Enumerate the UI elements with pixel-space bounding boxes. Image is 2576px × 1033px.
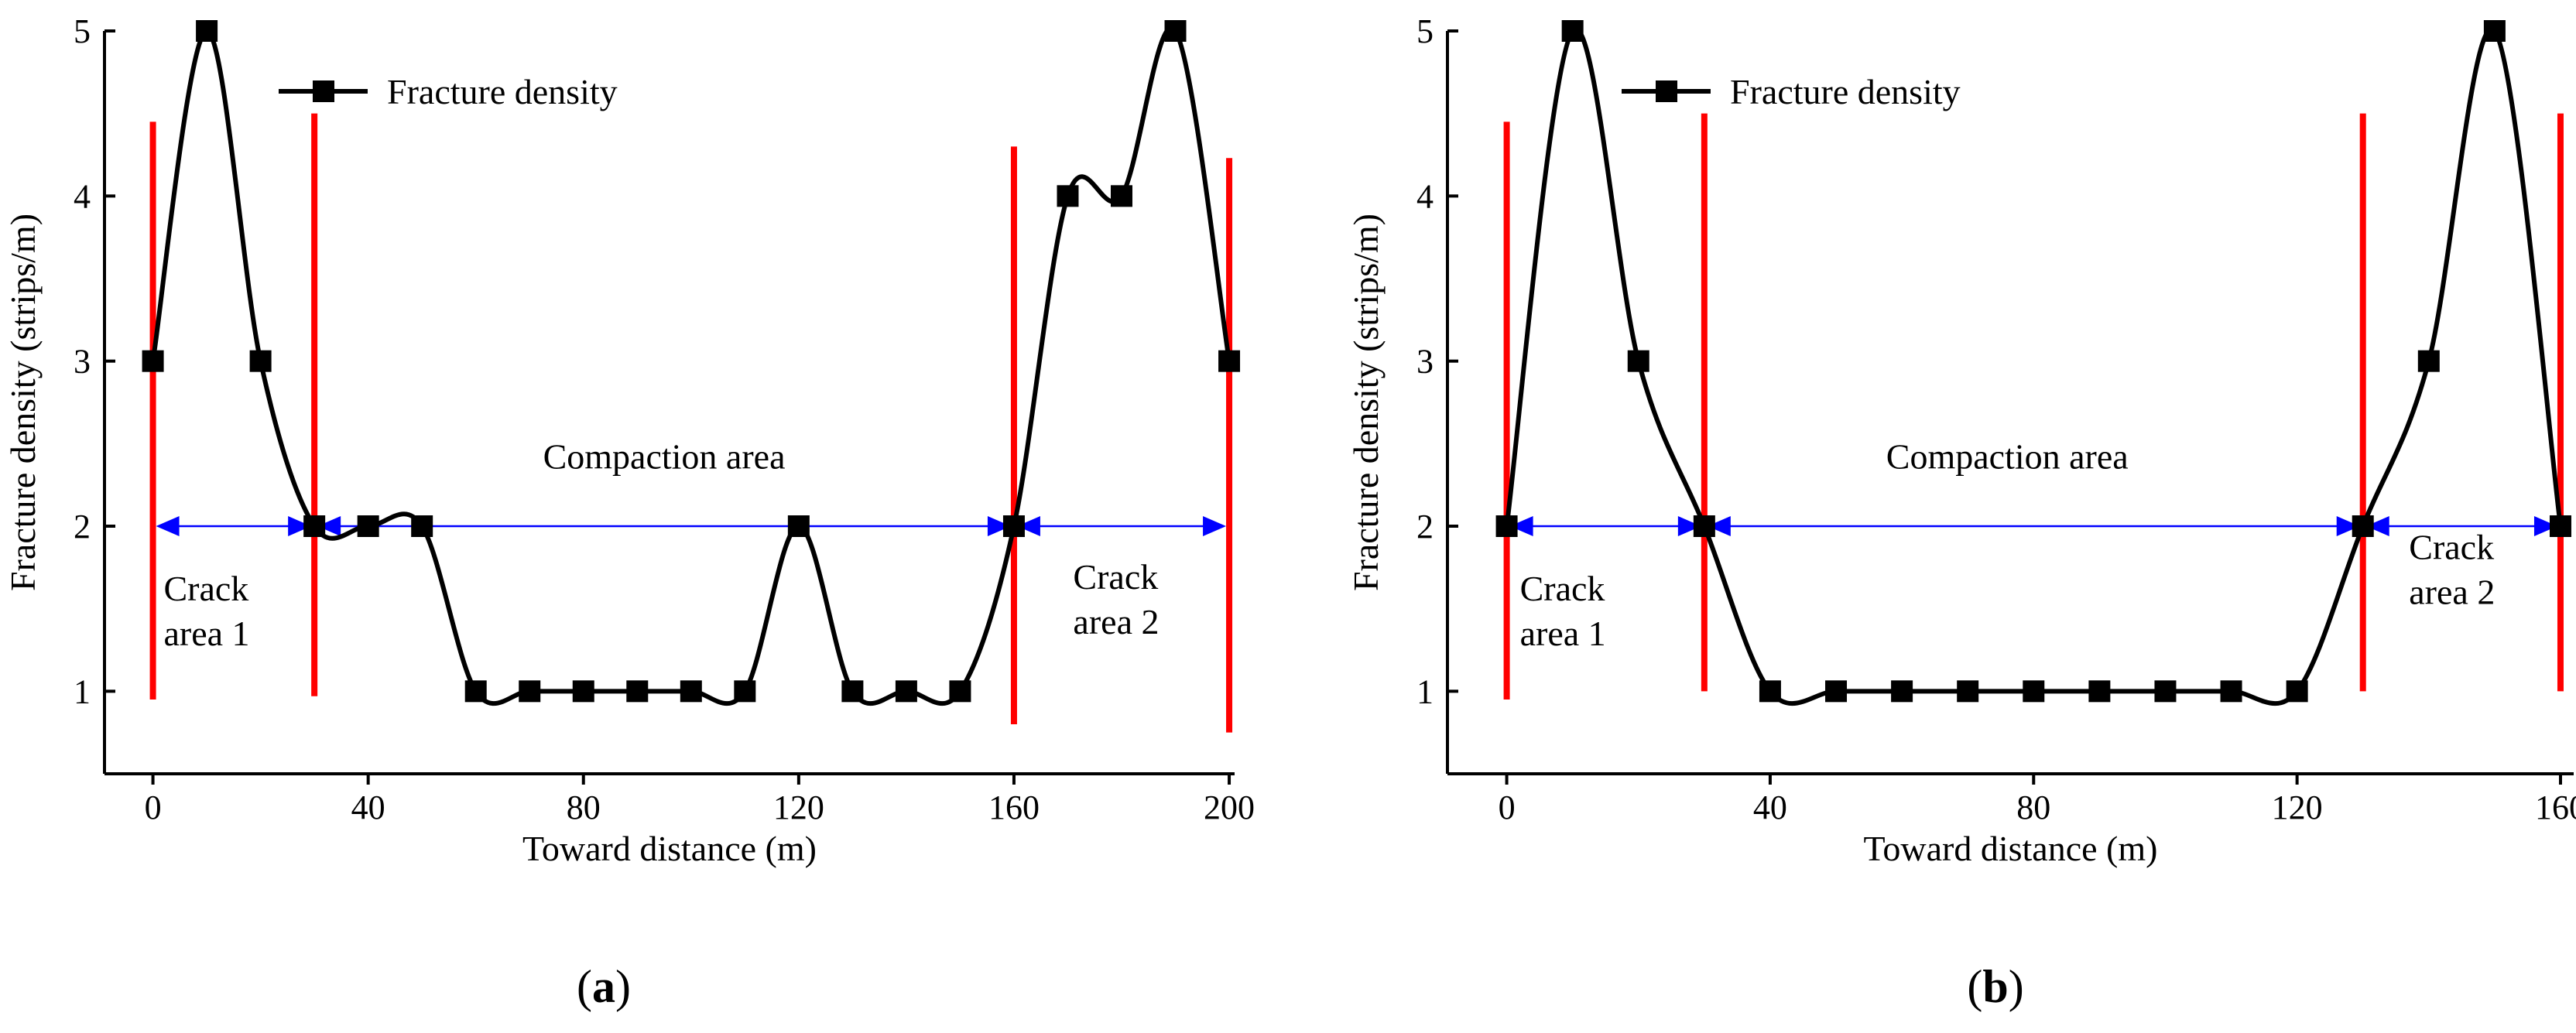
- y-tick-label: 3: [74, 343, 91, 381]
- x-tick-label: 120: [773, 788, 824, 826]
- zone-extent-arrow: [1707, 516, 2360, 536]
- data-point: [249, 350, 272, 372]
- x-tick-label: 40: [1753, 788, 1787, 826]
- data-point: [572, 680, 594, 703]
- y-tick-label: 4: [1416, 177, 1434, 215]
- y-tick-label: 5: [74, 12, 91, 50]
- data-point: [1057, 185, 1079, 207]
- legend-marker: [1656, 80, 1677, 102]
- data-point: [2549, 515, 2571, 537]
- annotation-line: Compaction area: [1886, 436, 2129, 476]
- x-tick-label: 80: [2016, 788, 2050, 826]
- data-point: [2088, 680, 2111, 703]
- data-point: [841, 680, 864, 703]
- x-tick-label: 0: [1499, 788, 1516, 826]
- panel-label-a: (a): [577, 961, 631, 1012]
- zone-label-compaction-area: Compaction area: [543, 436, 786, 476]
- zone-label-crack-area: Crack area 2: [1073, 557, 1159, 641]
- data-point: [464, 680, 487, 703]
- x-tick-label: 40: [351, 788, 385, 826]
- panel-a: 1 2 3 4 5 0 40 80 120 160 200 Toward distance (m) Fr…: [3, 12, 1255, 868]
- data-point: [2023, 680, 2045, 703]
- data-point: [1759, 680, 1781, 703]
- legend: Fracture density: [1622, 72, 1961, 111]
- data-point: [357, 515, 379, 537]
- annotation-line: Crack: [1073, 557, 1158, 597]
- zone-label-crack-area: Crack area 1: [1520, 569, 1606, 653]
- data-point: [680, 680, 702, 703]
- data-point: [734, 680, 756, 703]
- y-tick-label: 1: [74, 672, 91, 710]
- x-tick-label: 160: [988, 788, 1040, 826]
- annotation-line: area 2: [1073, 602, 1159, 641]
- panel-label-b: (b): [1967, 961, 2023, 1012]
- y-axis-title: Fracture density (strips/m): [1346, 214, 1386, 591]
- data-point: [2352, 515, 2374, 537]
- annotation-line: Compaction area: [543, 436, 786, 476]
- y-tick-label: 4: [74, 177, 91, 215]
- zone-extent-arrow: [156, 516, 312, 536]
- data-point: [1561, 20, 1584, 42]
- data-point: [626, 680, 649, 703]
- annotation-line: area 1: [163, 614, 249, 653]
- data-point: [1825, 680, 1848, 703]
- zone-extent-arrow: [317, 516, 1011, 536]
- data-point: [1693, 515, 1715, 537]
- data-point: [949, 680, 971, 703]
- x-axis-title: Toward distance (m): [1864, 829, 2158, 868]
- x-tick-label: 200: [1204, 788, 1255, 826]
- zone-extent-arrow: [1016, 516, 1227, 536]
- zone-extent-arrow: [1509, 516, 1701, 536]
- y-tick-label: 1: [1416, 672, 1434, 710]
- y-tick-label: 5: [1416, 12, 1434, 50]
- legend-label: Fracture density: [1730, 72, 1961, 111]
- zone-label-crack-area: Crack area 2: [2409, 528, 2495, 612]
- panel-b: 1 2 3 4 5 0 40 80 120 160 Toward distance (m) Fract…: [1346, 12, 2576, 868]
- y-axis-title: Fracture density (strips/m): [3, 214, 43, 591]
- y-tick-label: 2: [1416, 508, 1434, 546]
- annotation-line: Crack: [2409, 528, 2494, 567]
- annotation-line: area 2: [2409, 573, 2495, 612]
- legend-marker: [313, 80, 334, 102]
- data-point: [519, 680, 541, 703]
- legend: Fracture density: [279, 72, 618, 111]
- annotation-line: Crack: [163, 569, 248, 608]
- data-point: [2286, 680, 2308, 703]
- zone-label-compaction-area: Compaction area: [1886, 436, 2129, 476]
- data-point: [1495, 515, 1518, 537]
- annotation-line: Crack: [1520, 569, 1605, 608]
- data-point: [196, 20, 218, 42]
- data-point: [1111, 185, 1132, 207]
- data-point: [1891, 680, 1913, 703]
- zone-label-crack-area: Crack area 1: [163, 569, 249, 653]
- data-point: [895, 680, 917, 703]
- data-point: [1957, 680, 1979, 703]
- x-tick-label: 80: [567, 788, 601, 826]
- data-point: [1002, 515, 1025, 537]
- series-line: [1504, 26, 2563, 706]
- x-tick-label: 0: [145, 788, 162, 826]
- data-point: [2154, 680, 2177, 703]
- data-point: [787, 515, 810, 537]
- data-point: [2220, 680, 2242, 703]
- data-point: [2417, 350, 2440, 372]
- x-tick-label: 160: [2535, 788, 2576, 826]
- data-point: [142, 350, 164, 372]
- data-point: [1627, 350, 1649, 372]
- data-point: [1218, 350, 1241, 372]
- data-point: [303, 515, 326, 537]
- y-tick-label: 2: [74, 508, 91, 546]
- x-axis-title: Toward distance (m): [522, 829, 817, 868]
- annotation-line: area 1: [1520, 614, 1606, 653]
- data-point: [411, 515, 433, 537]
- legend-label: Fracture density: [387, 72, 618, 111]
- zone-extent-arrow: [2365, 516, 2557, 536]
- data-point: [1164, 20, 1187, 42]
- y-tick-label: 3: [1416, 343, 1434, 381]
- x-tick-label: 120: [2272, 788, 2323, 826]
- data-point: [2483, 20, 2506, 42]
